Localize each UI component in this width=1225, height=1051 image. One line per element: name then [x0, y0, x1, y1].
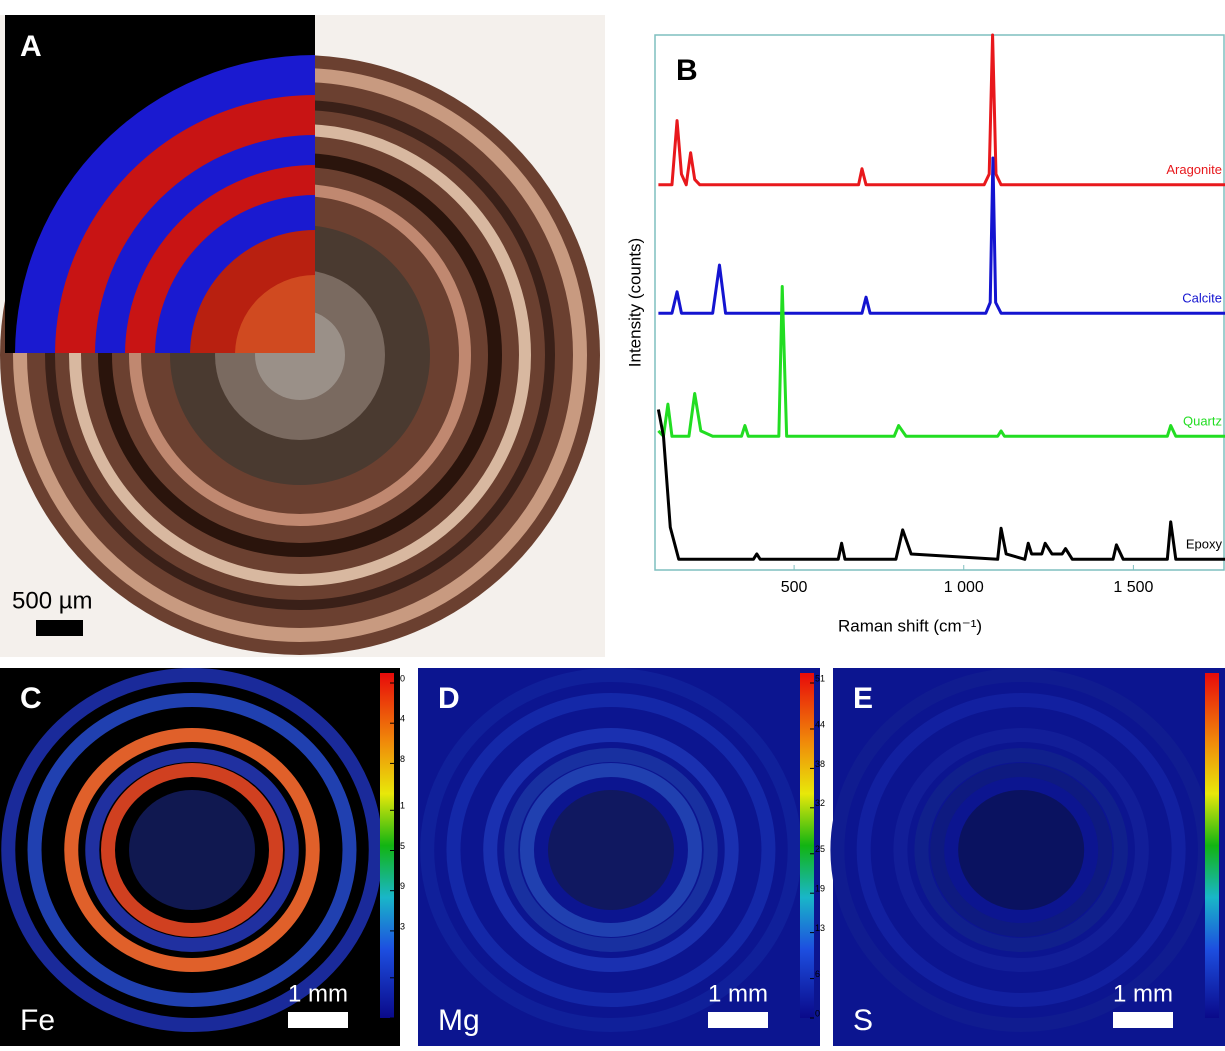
panel-a-image [0, 15, 605, 657]
colorbar-tick-label: 0 [395, 1008, 400, 1018]
map-ring [27, 693, 357, 1007]
plot-frame [654, 34, 1225, 571]
panel-label: B [676, 54, 698, 87]
colorbar-tick-label: 0 [815, 1008, 820, 1018]
legend-label: Epoxy [1186, 537, 1223, 552]
map-ring [504, 748, 718, 952]
colorbar-tick-label: 50 [395, 673, 405, 683]
colorbar-tick-label: 44 [395, 714, 405, 724]
x-tick-label: 500 [781, 579, 808, 596]
map-ring [914, 748, 1128, 952]
x-tick-label: 1 000 [944, 579, 984, 596]
map-ring [85, 748, 299, 952]
colorbar-tick-label: 32 [815, 798, 825, 808]
map-ring [856, 693, 1186, 1007]
element-label: Mg [438, 1004, 480, 1037]
element-label: Fe [20, 1004, 55, 1037]
colorbar-tick-label: 44 [815, 719, 825, 729]
panel-label: A [20, 30, 42, 63]
panel-label: E [853, 682, 873, 715]
map-ring [1, 668, 383, 1032]
spectrum-line [658, 33, 1225, 187]
colorbar-tick-label: 25 [815, 844, 825, 854]
element-label: S [853, 1004, 873, 1037]
scale-bar [708, 1012, 768, 1028]
colorbar-tick-label: 6 [395, 968, 400, 978]
spectrum-line [658, 156, 1225, 315]
colorbar [1205, 673, 1219, 1018]
y-axis-label: Intensity (counts) [625, 238, 644, 367]
colorbar-tick-label: 13 [815, 923, 825, 933]
legend-label: Aragonite [1166, 162, 1222, 177]
map-ring [519, 763, 702, 937]
scale-bar-label: 1 mm [288, 980, 348, 1007]
map-ring [483, 728, 739, 972]
spectrum-line [657, 284, 1225, 438]
map-ring [129, 790, 255, 910]
map-ring [930, 763, 1113, 937]
map-ring [830, 668, 1212, 1032]
x-tick-label: 1 500 [1113, 579, 1153, 596]
colorbar-tick-label: 38 [815, 759, 825, 769]
colorbar-tick-label: 13 [395, 921, 405, 931]
scale-bar [1113, 1012, 1173, 1028]
map-ring [893, 728, 1149, 972]
panel-label: C [20, 682, 42, 715]
colorbar [380, 673, 394, 1018]
x-axis-label: Raman shift (cm⁻¹) [838, 616, 982, 635]
colorbar-tick-label: 19 [395, 881, 405, 891]
legend-label: Calcite [1182, 291, 1222, 306]
spectrum-line [656, 409, 1225, 561]
panel-label: D [438, 682, 460, 715]
map-ring [101, 763, 283, 937]
map-ring [547, 790, 674, 910]
map-ring [64, 728, 320, 972]
scale-bar-label: 1 mm [708, 980, 768, 1007]
legend-label: Quartz [1183, 414, 1222, 429]
scale-bar-label: 500 µm [12, 587, 93, 614]
colorbar [800, 673, 814, 1018]
spectrum-chart: B Raman shift (cm⁻¹) Intensity (counts) 500… [625, 33, 1225, 635]
scale-bar [288, 1012, 348, 1028]
element-maps: 0 6 13 19 25 31 38 44 50 C Fe 1 mm 0 6 13 19 25 32 38 44 51 D… [0, 668, 1225, 1046]
colorbar-tick-label: 31 [395, 801, 405, 811]
map-ring [420, 668, 802, 1032]
colorbar-tick-label: 6 [815, 969, 820, 979]
map-ring [958, 790, 1085, 910]
colorbar-tick-label: 19 [815, 884, 825, 894]
colorbar-tick-label: 38 [395, 754, 405, 764]
map-ring [446, 693, 776, 1007]
colorbar-tick-label: 51 [815, 673, 825, 683]
scale-bar-label: 1 mm [1113, 980, 1173, 1007]
colorbar-tick-label: 25 [395, 841, 405, 851]
